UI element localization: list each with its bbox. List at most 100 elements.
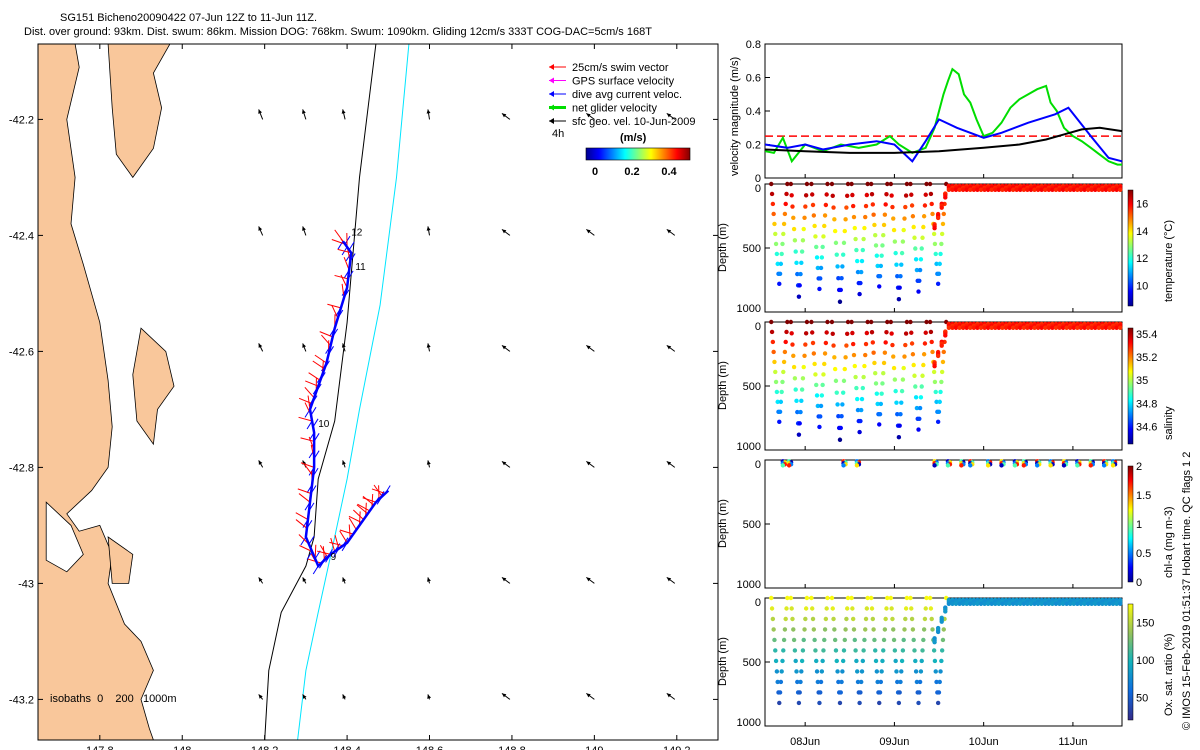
profile-point <box>812 637 817 643</box>
profile-point <box>939 658 944 664</box>
velocity-ytick-label: 0.4 <box>746 106 761 118</box>
profile-point <box>873 371 878 376</box>
profile-point <box>778 679 784 685</box>
geo-vector-head <box>302 226 306 231</box>
profile-point <box>910 352 916 357</box>
profile-point <box>791 364 797 370</box>
profile-point <box>917 278 922 283</box>
surface-point <box>989 325 994 330</box>
surface-point <box>1103 601 1109 606</box>
profile-point <box>797 421 802 426</box>
profile-point <box>904 319 910 325</box>
profile-point <box>921 627 927 632</box>
surface-point <box>1050 325 1055 330</box>
profile-point <box>900 377 906 382</box>
profile-point <box>916 700 921 706</box>
profile-point <box>899 262 904 267</box>
profile-point <box>844 331 850 336</box>
profile-point <box>829 319 835 325</box>
profile-point <box>928 329 934 335</box>
surface-point <box>1007 187 1012 192</box>
profile-point <box>801 226 806 232</box>
profile-point <box>888 595 894 601</box>
surface-point <box>1035 325 1041 330</box>
surface-point <box>1085 187 1091 192</box>
profile-point <box>891 354 896 359</box>
legend-arrowhead <box>549 77 554 84</box>
surface-point <box>953 325 959 330</box>
surface-point <box>1107 187 1112 192</box>
profile-point <box>842 637 847 643</box>
profile-point <box>933 669 938 674</box>
profile-point <box>889 606 894 611</box>
geo-vector-head <box>426 109 431 114</box>
surface-point <box>1082 325 1087 330</box>
geo-vector-head <box>666 345 672 350</box>
depth-scatter <box>769 319 1123 442</box>
swim-vector <box>295 512 309 521</box>
profile-point <box>859 407 864 413</box>
profile-point <box>844 616 849 622</box>
surface-point <box>932 225 937 231</box>
surface-point <box>1078 187 1084 192</box>
surface-point <box>1057 325 1062 330</box>
swim-vector <box>308 372 321 381</box>
profile-point <box>936 271 942 277</box>
surface-point <box>1025 325 1030 330</box>
profile-point <box>830 193 835 198</box>
profile-point <box>901 637 906 643</box>
profile-point <box>897 423 902 428</box>
profile-point <box>902 216 907 221</box>
profile-point <box>889 331 894 336</box>
profile-point <box>929 616 934 622</box>
time-series-panels: 0 0.2 0.4 0.6 0.8 velocity magnitude (m/s) 0 50… <box>717 39 1175 748</box>
surface-point <box>975 601 980 606</box>
surface-point <box>953 187 959 192</box>
geo-vector-head <box>586 345 591 350</box>
depth-ytick-label: 0 <box>755 459 761 471</box>
profile-point <box>809 319 814 325</box>
profile-point <box>909 330 914 335</box>
profile-point <box>890 204 895 210</box>
geo-vector-head <box>426 460 431 465</box>
geo-vector-head <box>666 461 672 466</box>
swim-vector <box>353 509 364 520</box>
surface-point <box>960 325 966 330</box>
profile-point <box>941 349 946 355</box>
geo-vector-head <box>258 109 263 114</box>
surface-point <box>1007 325 1012 330</box>
profile-point <box>818 690 823 695</box>
surface-point <box>968 601 973 606</box>
small-island <box>107 536 134 584</box>
profile-point <box>882 627 888 632</box>
profile-point <box>854 669 860 674</box>
profile-point <box>881 637 887 643</box>
profile-point <box>878 401 884 407</box>
profile-point <box>877 411 883 417</box>
profile-point <box>859 258 865 264</box>
profile-point <box>818 414 823 419</box>
profile-point <box>793 658 798 664</box>
surface-point <box>943 609 948 614</box>
profile-point <box>941 211 946 217</box>
profile-point <box>937 679 942 685</box>
profile-point <box>791 637 797 643</box>
surface-point <box>1082 187 1087 192</box>
profile-point <box>778 399 784 405</box>
time-axis: 08Jun 09Jun 10Jun 11Jun <box>790 174 1087 748</box>
surface-point <box>1057 601 1062 606</box>
profile-point <box>941 627 946 632</box>
profile-point <box>884 330 889 335</box>
profile-point <box>903 193 909 198</box>
profile-point <box>773 379 779 385</box>
profile-point <box>781 637 787 643</box>
colorbar-temperature <box>1127 189 1134 307</box>
surface-point <box>1057 187 1062 192</box>
geo-vector-head <box>341 343 346 348</box>
profile-point <box>938 251 943 257</box>
profile-point <box>890 616 895 622</box>
depth-ytick-label: 500 <box>743 519 761 531</box>
profile-point <box>851 352 857 358</box>
profile-point <box>934 261 939 267</box>
profile-point <box>791 215 796 220</box>
